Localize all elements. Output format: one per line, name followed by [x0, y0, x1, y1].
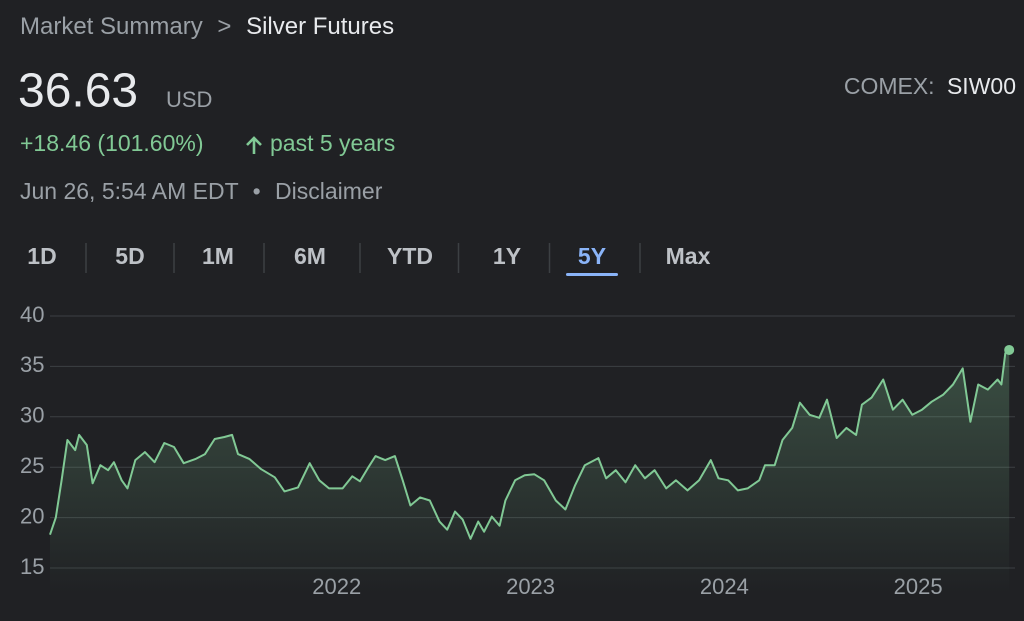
area-fill	[50, 350, 1010, 593]
last-point	[1004, 344, 1015, 355]
range-tab[interactable]: 6M	[294, 243, 326, 269]
breadcrumb-parent[interactable]: Market Summary	[20, 13, 203, 40]
bullet: •	[253, 178, 261, 204]
y-tick-label: 25	[20, 453, 44, 478]
change-period: past 5 years	[270, 130, 395, 156]
breadcrumb-separator: >	[217, 13, 231, 40]
price: 36.63	[18, 65, 138, 118]
exchange: COMEX:	[844, 73, 935, 99]
disclaimer-link[interactable]: Disclaimer	[275, 178, 383, 204]
price-line	[49, 349, 1010, 540]
range-tab[interactable]: 1D	[27, 243, 56, 269]
breadcrumb: Market Summary > Silver Futures	[20, 13, 394, 40]
up-arrow-icon	[246, 136, 262, 154]
range-tabs: 1D 5D 1M 6M YTD 1Y 5Y Max	[27, 243, 711, 276]
y-tick-label: 20	[20, 503, 44, 528]
y-tick-label: 35	[20, 352, 44, 377]
range-tab[interactable]: Max	[666, 243, 711, 269]
y-tick-label: 40	[20, 302, 44, 327]
range-tab[interactable]: 1Y	[493, 243, 521, 269]
currency: USD	[166, 87, 212, 112]
range-tab[interactable]: YTD	[387, 243, 433, 269]
price-chart: 1520253035402022202320242025	[20, 302, 1015, 599]
y-tick-label: 15	[20, 554, 44, 579]
breadcrumb-current: Silver Futures	[246, 13, 394, 40]
range-tab-underline	[566, 273, 618, 276]
symbol: SIW00	[947, 73, 1016, 99]
ticker: COMEX: SIW00	[844, 73, 1016, 99]
range-tab[interactable]: 5Y	[578, 243, 606, 269]
range-tab[interactable]: 1M	[202, 243, 234, 269]
timestamp-line: Jun 26, 5:54 AM EDT • Disclaimer	[20, 178, 383, 204]
timestamp: Jun 26, 5:54 AM EDT	[20, 178, 239, 204]
change: +18.46 (101.60%)	[20, 130, 204, 156]
y-tick-label: 30	[20, 403, 44, 428]
range-tab[interactable]: 5D	[115, 243, 144, 269]
